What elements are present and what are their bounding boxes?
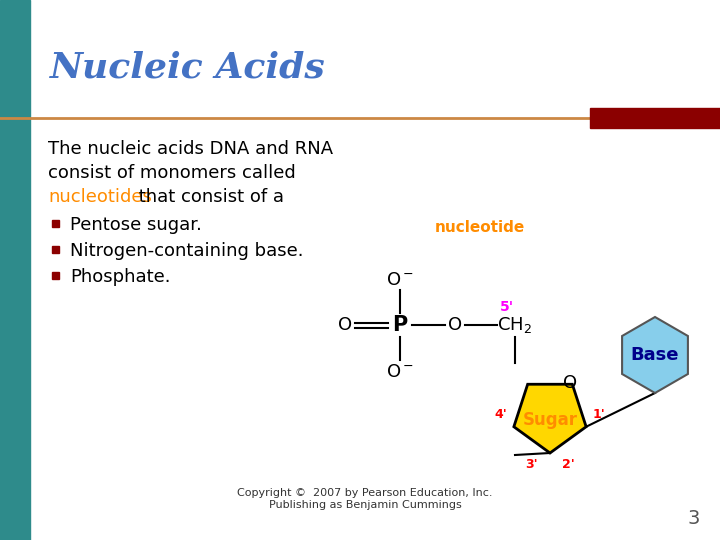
Text: O$^-$: O$^-$ — [386, 271, 414, 289]
Text: 2': 2' — [562, 458, 575, 471]
Text: Pentose sugar.: Pentose sugar. — [70, 216, 202, 234]
Text: Phosphate.: Phosphate. — [70, 268, 171, 286]
Bar — [0, 0, 30, 540]
Text: 3: 3 — [688, 509, 700, 528]
Text: 5': 5' — [500, 300, 514, 314]
Text: nucleotide: nucleotide — [435, 220, 526, 235]
Text: Nitrogen-containing base.: Nitrogen-containing base. — [70, 242, 304, 260]
Text: Base: Base — [631, 346, 679, 364]
Bar — [590, 108, 720, 128]
Polygon shape — [622, 317, 688, 393]
Text: Copyright ©  2007 by Pearson Education, Inc.
Publishing as Benjamin Cummings: Copyright © 2007 by Pearson Education, I… — [238, 488, 492, 510]
Text: consist of monomers called: consist of monomers called — [48, 164, 296, 182]
Text: O$^-$: O$^-$ — [386, 363, 414, 381]
Text: O: O — [448, 316, 462, 334]
Text: that consist of a: that consist of a — [133, 188, 284, 206]
Text: O: O — [563, 374, 577, 392]
Text: Sugar: Sugar — [523, 411, 577, 429]
Text: O: O — [338, 316, 352, 334]
Text: Nucleic Acids: Nucleic Acids — [50, 51, 325, 85]
Text: CH$_2$: CH$_2$ — [498, 315, 533, 335]
Text: nucleotides: nucleotides — [48, 188, 152, 206]
Text: The nucleic acids DNA and RNA: The nucleic acids DNA and RNA — [48, 140, 333, 158]
Bar — [52, 220, 59, 227]
Text: 1': 1' — [593, 408, 606, 422]
Text: P: P — [392, 315, 408, 335]
Bar — [52, 246, 59, 253]
Text: 4': 4' — [494, 408, 507, 422]
Text: 3': 3' — [526, 458, 539, 471]
Bar — [52, 272, 59, 279]
Polygon shape — [514, 384, 586, 453]
